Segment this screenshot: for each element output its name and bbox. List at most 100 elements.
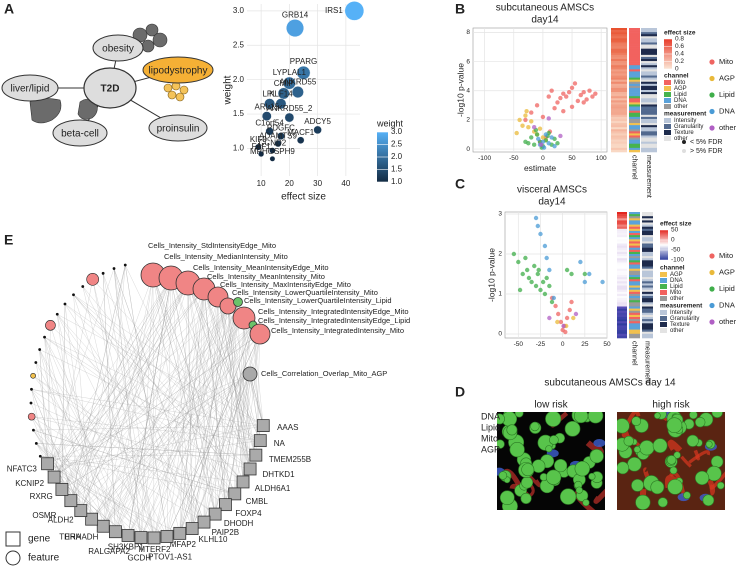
edge [73, 294, 92, 520]
edge [47, 277, 172, 464]
edge [70, 265, 126, 501]
point [561, 108, 566, 114]
heatmap-stripe [629, 77, 640, 80]
gene-node [236, 475, 250, 489]
point [523, 113, 528, 118]
point-label: MACF1 [287, 128, 315, 137]
node [52, 119, 108, 147]
edge [243, 317, 251, 469]
heatmap-stripe [641, 149, 657, 153]
heatmap-stripe [642, 283, 653, 286]
heatmap-stripe [641, 118, 657, 122]
heatmap-stripe [642, 272, 653, 276]
heatmap-stripe [629, 123, 640, 126]
legend-label: DNA [719, 106, 735, 115]
heatmap-stripe [629, 96, 640, 99]
point [533, 283, 539, 289]
x-tick-label: 25 [581, 341, 589, 348]
lipid-droplet [683, 491, 691, 500]
point [551, 295, 556, 301]
heatmap-stripe [641, 52, 657, 56]
point [571, 315, 576, 321]
edge [103, 317, 245, 527]
x-tick-label: 0 [541, 155, 545, 162]
point [516, 259, 521, 265]
bubble [274, 140, 282, 148]
edge [53, 277, 172, 478]
heatmap-stripe [611, 40, 627, 43]
heatmap-stripe [617, 272, 627, 276]
heatmap-stripe [617, 239, 627, 242]
heatmap-stripe [642, 319, 653, 322]
heatmap-stripe [629, 139, 640, 142]
edge [115, 288, 205, 532]
heatmap-stripe [642, 214, 653, 217]
heatmap-stripe [629, 270, 640, 274]
lipid-droplet [705, 440, 713, 448]
node [142, 56, 214, 84]
legend-label: Lipid [719, 90, 735, 99]
lipid-droplet [686, 434, 699, 447]
legend-square [5, 531, 21, 547]
heatmap-stripe [611, 81, 627, 85]
legend-label: Mito [670, 290, 682, 296]
gene-label: PTOV1-AS1 [148, 552, 192, 561]
heatmap-stripe [629, 127, 640, 130]
legend-label: Intensity [670, 310, 692, 316]
heatmap-stripe [629, 85, 640, 89]
heatmap-stripe [641, 121, 657, 124]
heatmap-stripe [611, 71, 627, 74]
heatmap-stripe [629, 304, 640, 307]
heatmap-stripe [629, 321, 640, 324]
heatmap-stripe [617, 293, 627, 297]
heatmap-stripe [642, 321, 653, 324]
gene-node [41, 457, 54, 471]
edge [203, 288, 226, 505]
edge [103, 274, 154, 527]
legend-label: DNA [670, 278, 683, 284]
heatmap-stripe [611, 69, 627, 72]
point [552, 106, 557, 111]
point [581, 100, 586, 105]
edge [47, 305, 229, 464]
legend-label: gene [28, 534, 51, 545]
heatmap-stripe [611, 87, 627, 91]
heatmap-stripe [642, 308, 653, 311]
heatmap-stripe [629, 293, 640, 297]
bubble [258, 150, 265, 158]
point [524, 267, 530, 273]
heatmap-stripe [611, 145, 627, 149]
feature-node [29, 401, 33, 405]
heatmap-stripe [617, 319, 627, 322]
edge [214, 373, 251, 515]
gene-node [253, 434, 267, 448]
bubble [286, 19, 304, 38]
heatmap-stripe [642, 314, 653, 318]
gene-label: TMEM255B [269, 455, 311, 464]
heatmap-stripe [629, 118, 640, 122]
heatmap-stripe [629, 230, 640, 234]
point [540, 135, 546, 140]
heatmap-stripe [617, 304, 627, 307]
edge [47, 373, 251, 464]
heatmap-stripe [629, 38, 640, 41]
edge [70, 282, 189, 501]
feature-node [34, 441, 38, 445]
lipid-droplet [631, 479, 644, 492]
heatmap-stripe [641, 65, 657, 68]
gene-label: RALGAPA2 [88, 547, 130, 556]
mito-streak [709, 471, 725, 490]
heatmap-stripe [642, 304, 653, 307]
legend-swatch [664, 98, 671, 103]
edge [166, 288, 205, 537]
heatmap-stripe [611, 116, 627, 120]
heatmap-stripe [629, 67, 640, 70]
heatmap-stripe [629, 224, 640, 227]
heatmap-stripe [629, 52, 640, 56]
y-tick-label: 1.5 [233, 109, 245, 118]
panel-label: C [455, 176, 465, 192]
heatmap-stripe [641, 34, 657, 37]
legend-swatch [664, 136, 671, 141]
point [567, 307, 572, 313]
